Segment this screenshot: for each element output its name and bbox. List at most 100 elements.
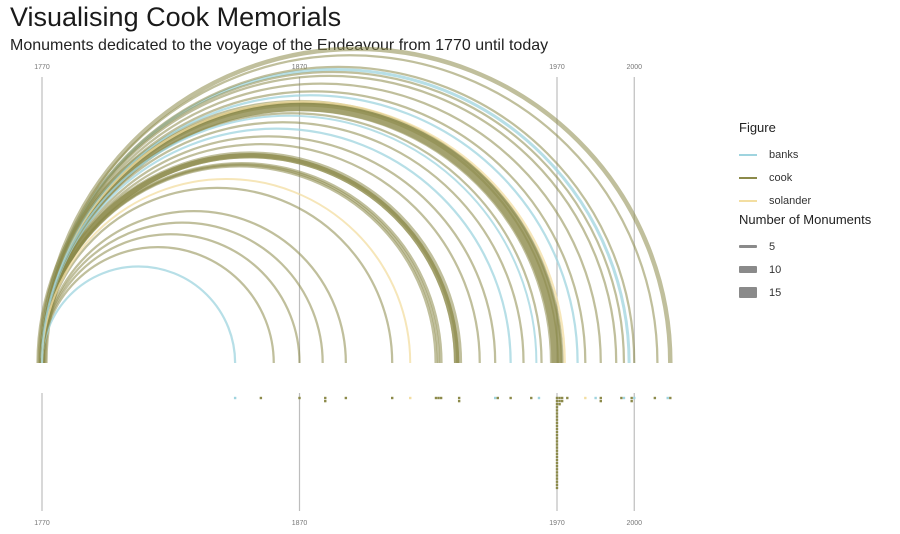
dot-cook-1960 [530, 396, 533, 400]
chart-title: Visualising Cook Memorials [10, 2, 342, 32]
dot-cook-1970 [555, 434, 559, 437]
arc-cook-1987 [40, 83, 602, 364]
tick-label-top-2000: 2000 [626, 64, 642, 71]
tick-label-bottom-1870: 1870 [292, 520, 308, 527]
dot-cook-2014 [669, 396, 672, 400]
arc-chart: 1770 1770 1870 1870 1970 1970 2000 2000 [34, 46, 673, 527]
dot-cook-1970 [555, 412, 559, 415]
dot-cook-1972 [560, 396, 564, 400]
legend-size-title: Number of Monuments [739, 212, 872, 227]
dot-cook-1970 [555, 452, 559, 455]
dot-banks-2013 [666, 396, 669, 400]
dot-cook-1870 [298, 396, 301, 400]
dot-cook-1923 [434, 396, 438, 400]
dot-banks-1845 [233, 396, 237, 400]
dot-cook-1970 [555, 471, 559, 474]
dot-cook-1999 [630, 399, 633, 403]
dot-cook-1970 [555, 427, 559, 431]
dot-cook-1970 [555, 474, 559, 477]
arc-cook-1879 [40, 221, 324, 364]
tick-label-top-1770: 1770 [34, 64, 50, 71]
dot-layer [233, 396, 672, 490]
tick-label-bottom-1770: 1770 [34, 520, 50, 527]
dot-cook-1947 [496, 396, 499, 400]
legend-size-label-15: 15 [769, 286, 782, 299]
arc-cook-1971 [39, 102, 562, 364]
legend-swatch-banks [739, 153, 757, 156]
dot-cook-1970 [555, 415, 559, 418]
dot-cook-1970 [555, 446, 559, 449]
dot-banks-1996 [622, 396, 626, 400]
legend-swatch-solander [739, 199, 757, 202]
dot-cook-1987 [599, 399, 602, 403]
dot-solander-1913 [409, 396, 412, 400]
dot-cook-1970 [555, 424, 559, 428]
dot-cook-1970 [555, 421, 559, 424]
legend-size-5: 5 [739, 235, 894, 258]
arc-cook-2000 [40, 65, 636, 364]
dot-banks-1963 [537, 396, 541, 400]
dot-cook-1970 [555, 486, 559, 490]
arc-solander-1913 [41, 178, 412, 364]
dot-cook-1987 [599, 396, 602, 400]
dot-cook-1888 [344, 396, 348, 400]
legend-swatch-cook [739, 176, 757, 179]
tick-label-bottom-2000: 2000 [626, 520, 642, 527]
dot-cook-1970 [555, 483, 559, 486]
dot-cook-1972 [560, 399, 564, 403]
legend-label-cook: cook [769, 171, 793, 184]
dot-banks-2000 [633, 396, 636, 400]
arc-banks-1962 [41, 114, 538, 364]
legend-item-solander: solander [739, 189, 894, 212]
dot-cook-1970 [555, 455, 559, 459]
dot-cook-2008 [653, 396, 657, 400]
dot-banks-1985 [594, 396, 597, 400]
dot-cook-1970 [555, 396, 559, 400]
dot-cook-1974 [566, 396, 569, 400]
dot-cook-1970 [555, 477, 559, 480]
arc-cook-1870 [40, 233, 301, 364]
dot-cook-1932 [457, 396, 461, 400]
arc-cook-2009 [40, 54, 659, 364]
arc-layer [36, 46, 673, 364]
dot-cook-1970 [555, 480, 559, 483]
dot-cook-1999 [630, 396, 633, 400]
legend-figure-title: Figure [739, 120, 776, 135]
dot-cook-1970 [555, 403, 559, 406]
legend-size-15: 15 [739, 281, 894, 304]
legend-size-label-5: 5 [769, 240, 776, 253]
tick-label-top-1870: 1870 [292, 64, 308, 71]
dot-cook-1855 [259, 396, 263, 400]
arc-cook-1888 [40, 210, 347, 364]
dot-cook-1970 [555, 399, 559, 403]
dot-cook-1970 [555, 409, 559, 412]
dot-cook-1924 [437, 396, 440, 400]
chart-subtitle: Monuments dedicated to the voyage of the… [10, 37, 549, 54]
dot-cook-1970 [555, 461, 559, 465]
dot-cook-1880 [324, 399, 327, 403]
tick-label-top-1970: 1970 [549, 64, 565, 71]
legend: Figure banks cook solander Number of Mon… [739, 120, 894, 304]
dot-cook-1995 [620, 396, 623, 400]
dot-cook-1880 [324, 396, 327, 400]
dot-cook-1952 [509, 396, 512, 400]
arc-cook-1925 [40, 162, 443, 364]
legend-size-10: 10 [739, 258, 894, 281]
dot-cook-1925 [439, 396, 443, 400]
dot-cook-1970 [555, 430, 559, 434]
dot-cook-1970 [555, 443, 559, 446]
dot-cook-1970 [555, 437, 559, 440]
dot-cook-1970 [555, 418, 559, 421]
tick-label-bottom-1970: 1970 [549, 520, 565, 527]
arc-cook-1906 [40, 186, 394, 364]
dot-cook-1970 [555, 449, 559, 452]
legend-item-banks: banks [739, 143, 894, 166]
legend-size-swatch-15 [739, 286, 757, 299]
dot-cook-1970 [555, 458, 559, 462]
legend-label-banks: banks [769, 148, 799, 161]
dot-solander-1981 [584, 396, 587, 400]
dot-cook-1971 [558, 403, 561, 406]
arc-cook-1981 [40, 90, 587, 364]
arc-cook-1860 [40, 246, 275, 364]
legend-item-cook: cook [739, 166, 894, 189]
